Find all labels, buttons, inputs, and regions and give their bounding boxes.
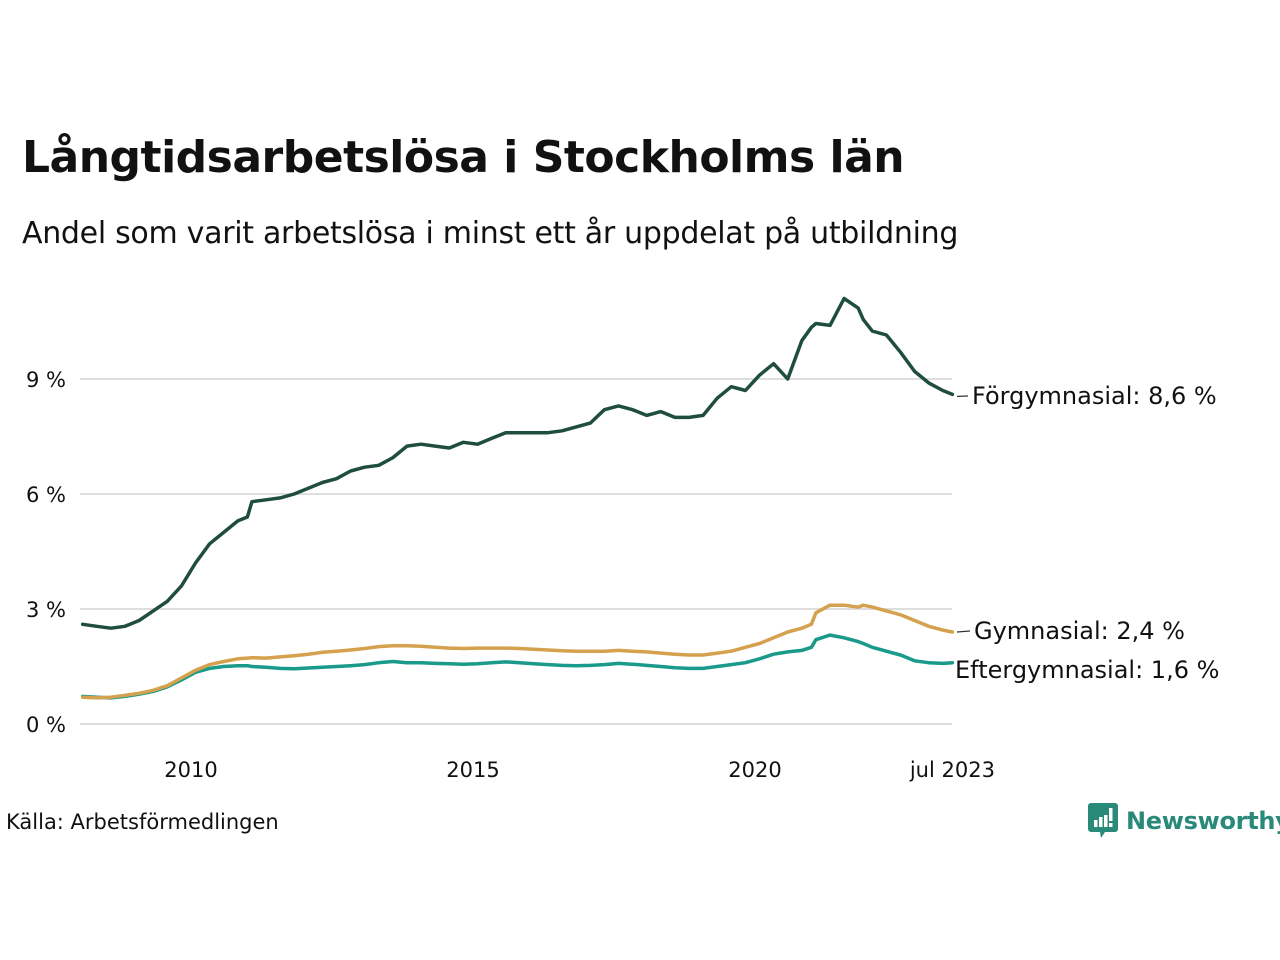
- series-end-label: Förgymnasial: 8,6 %: [972, 382, 1217, 410]
- series-line-förgymnasial: [80, 296, 955, 630]
- newsworthy-logo-icon: [1088, 803, 1118, 838]
- series-line-eftergymnasial: [80, 633, 955, 700]
- y-tick-label: 6 %: [26, 483, 66, 507]
- x-tick-label: jul 2023: [909, 758, 995, 782]
- y-tick-label: 3 %: [26, 598, 66, 622]
- x-tick-label: 2015: [446, 758, 499, 782]
- brand-name: Newsworthy: [1126, 807, 1280, 835]
- y-tick-label: 9 %: [26, 368, 66, 392]
- series-end-label: Gymnasial: 2,4 %: [974, 617, 1185, 645]
- y-tick-label: 0 %: [26, 713, 66, 737]
- x-tick-label: 2020: [728, 758, 781, 782]
- source-note: Källa: Arbetsförmedlingen: [6, 810, 279, 834]
- brand-logo: Newsworthy: [1088, 803, 1280, 839]
- page-title: Långtidsarbetslösa i Stockholms län: [22, 132, 905, 183]
- label-connector: [956, 630, 971, 633]
- series-end-labels: Förgymnasial: 8,6 % Gymnasial: 2,4 % Efter…: [955, 382, 1219, 684]
- series-lines: [80, 296, 955, 700]
- x-axis-ticks: 2010 2015 2020 jul 2023: [164, 758, 995, 782]
- page-subtitle: Andel som varit arbetslösa i minst ett å…: [22, 216, 959, 251]
- series-end-label: Eftergymnasial: 1,6 %: [955, 656, 1219, 684]
- y-axis-ticks: 0 % 3 % 6 % 9 %: [26, 368, 66, 737]
- x-tick-label: 2010: [164, 758, 217, 782]
- series-line-gymnasial: [80, 603, 955, 700]
- gridlines: [80, 378, 952, 725]
